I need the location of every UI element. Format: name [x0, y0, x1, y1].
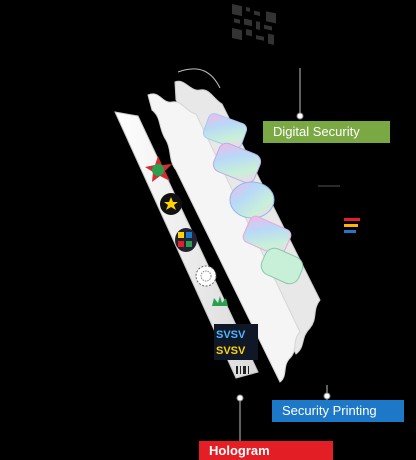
leader-digital	[177, 68, 221, 89]
leader-dot-digital	[296, 112, 304, 120]
leader-dot-hologram	[236, 394, 244, 402]
hologram-patch: SVSV SVSV	[214, 324, 258, 360]
digital-security-label: Digital Security	[263, 121, 390, 143]
barcode-icon	[236, 366, 249, 374]
qr-code-icon	[232, 4, 276, 45]
star-badge-icon	[145, 156, 172, 182]
hologram-text-row-2: SVSV	[216, 345, 246, 357]
pattern-circle-icon	[195, 265, 217, 287]
digital-security-elements	[202, 113, 304, 285]
star-circle-icon	[160, 193, 182, 215]
color-block-icon	[175, 228, 197, 252]
printing-layer	[147, 93, 301, 383]
crown-icon	[212, 296, 228, 306]
color-ticks	[318, 185, 360, 233]
leader-lines	[177, 68, 328, 441]
hologram-label: Hologram	[199, 441, 333, 460]
security-printing-label: Security Printing	[272, 400, 404, 422]
hologram-text-row-1: SVSV	[216, 329, 246, 341]
leader-dot-printing	[323, 392, 331, 400]
